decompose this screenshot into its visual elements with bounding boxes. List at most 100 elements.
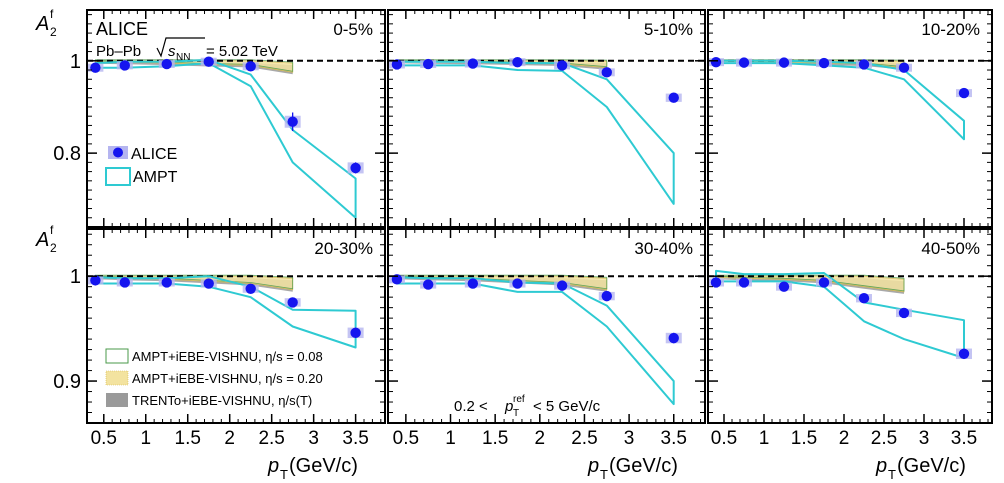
alice-point [512, 56, 523, 68]
y-axis-label-top: A 2 f [35, 7, 57, 39]
y-axis-label-sub: 2 [50, 241, 57, 255]
energy-value: = 5.02 TeV [206, 43, 278, 60]
alice-point [958, 87, 970, 99]
panel-5-10% [388, 56, 705, 205]
alice-point [467, 58, 479, 69]
legend-ampt-swatch [105, 167, 131, 186]
x-tick-label: 3.5 [342, 428, 368, 449]
alice-point [422, 58, 434, 70]
x-tick-label: 3.5 [661, 428, 687, 449]
x-axis-title-3: p T (GeV/c) [875, 455, 966, 482]
alice-point [245, 283, 256, 294]
alice-point [601, 290, 612, 302]
legend-lower: AMPT+iEBE-VISHNU, η/s = 0.08 AMPT+iEBE-V… [105, 348, 323, 408]
alice-point [858, 293, 870, 304]
panel-10-20% [708, 56, 992, 141]
alice-point [818, 277, 830, 288]
alice-point [119, 277, 130, 288]
alice-point [898, 307, 910, 319]
x-tick-label: 3 [308, 428, 319, 449]
panel-content [388, 56, 705, 205]
centrality-label: 40-50% [921, 239, 980, 258]
centrality-label: 10-20% [921, 20, 980, 39]
x-tick-label: 0.5 [91, 428, 117, 449]
panel-frame [86, 9, 386, 228]
x-axis-title-p: p [587, 455, 599, 477]
alice-point [287, 116, 298, 127]
frames-layer: 0-5% 0.8 1 5-10% 10-20% 20-30% 0.9 1 0.5 1 1.5 2 2.5… [53, 9, 993, 449]
x-axis-title-2: p T (GeV/c) [587, 455, 678, 482]
x-axis-title-p: p [267, 455, 279, 477]
alice-point [203, 278, 214, 289]
x-tick-label: 3.5 [951, 428, 977, 449]
x-tick-label: 3 [624, 428, 635, 449]
alice-point [119, 60, 130, 71]
alice-point [467, 278, 479, 289]
panel-frame [387, 228, 706, 424]
x-axis-title-sub: T [600, 467, 608, 482]
alice-point [778, 57, 790, 68]
x-axis-title-sub: T [280, 467, 288, 482]
y-tick-label: 0.8 [53, 143, 81, 165]
x-axis-title-unit: (GeV/c) [289, 455, 358, 477]
x-tick-label: 2.5 [871, 428, 897, 449]
alice-point [422, 279, 434, 290]
ampt-band [715, 59, 965, 141]
x-tick-label: 1 [445, 428, 456, 449]
experiment-label: ALICE [96, 19, 148, 39]
panel-content [87, 56, 385, 219]
panel-frame [707, 228, 993, 424]
ptref-low: 0.2 < [454, 398, 488, 415]
centrality-label: 30-40% [634, 239, 693, 258]
energy-subscript: NN [176, 52, 190, 63]
alice-point [350, 327, 361, 339]
panel-content [708, 269, 992, 360]
alice-point [818, 57, 830, 69]
x-axis-title-unit: (GeV/c) [897, 455, 966, 477]
alice-point [898, 62, 910, 73]
panel-20-30% [87, 274, 385, 349]
ptref-sup: ref [513, 394, 525, 405]
y-tick-label: 0.9 [53, 371, 81, 393]
x-tick-label: 0.5 [711, 428, 737, 449]
panel-frame [387, 9, 706, 228]
alice-point [778, 281, 790, 292]
x-tick-label: 1.5 [482, 428, 508, 449]
legend-hydro008-label: AMPT+iEBE-VISHNU, η/s = 0.08 [132, 349, 323, 364]
ampt-band [94, 58, 357, 219]
y-tick-label: 1 [70, 51, 81, 73]
legend-trento-label: TRENTo+iEBE-VISHNU, η/s(T) [132, 393, 312, 408]
x-axis-title-p: p [875, 455, 887, 477]
alice-point [958, 348, 970, 359]
alice-point [738, 57, 750, 68]
alice-point [245, 61, 256, 72]
x-tick-label: 2.5 [258, 428, 284, 449]
alice-point [512, 278, 523, 289]
legend-alice-marker [113, 147, 123, 158]
alice-point [601, 67, 612, 78]
ampt-band [94, 275, 357, 349]
alice-point [710, 56, 722, 68]
x-axis-title-1: p T (GeV/c) [267, 455, 358, 482]
legend-ampt-label: AMPT [133, 169, 178, 186]
ptref-symbol: p [504, 398, 513, 415]
y-axis-label-main: A [35, 229, 49, 251]
panel-frame [86, 228, 386, 424]
panel-30-40% [388, 274, 705, 406]
ptref-annotation: 0.2 < p T ref < 5 GeV/c [454, 394, 601, 419]
x-tick-label: 1 [759, 428, 770, 449]
x-tick-label: 1.5 [791, 428, 817, 449]
alice-point [90, 62, 101, 73]
energy-symbol: s [168, 43, 176, 60]
ampt-band [395, 276, 675, 406]
panel-content [708, 56, 992, 141]
legend-trento-swatch [106, 393, 128, 407]
legend-hydro020-label: AMPT+iEBE-VISHNU, η/s = 0.20 [132, 371, 323, 386]
alice-point [161, 277, 172, 288]
centrality-label: 0-5% [333, 20, 373, 39]
alice-point [858, 59, 870, 70]
centrality-label: 20-30% [314, 239, 373, 258]
x-tick-label: 1 [140, 428, 151, 449]
system-label: Pb–Pb [96, 43, 141, 60]
